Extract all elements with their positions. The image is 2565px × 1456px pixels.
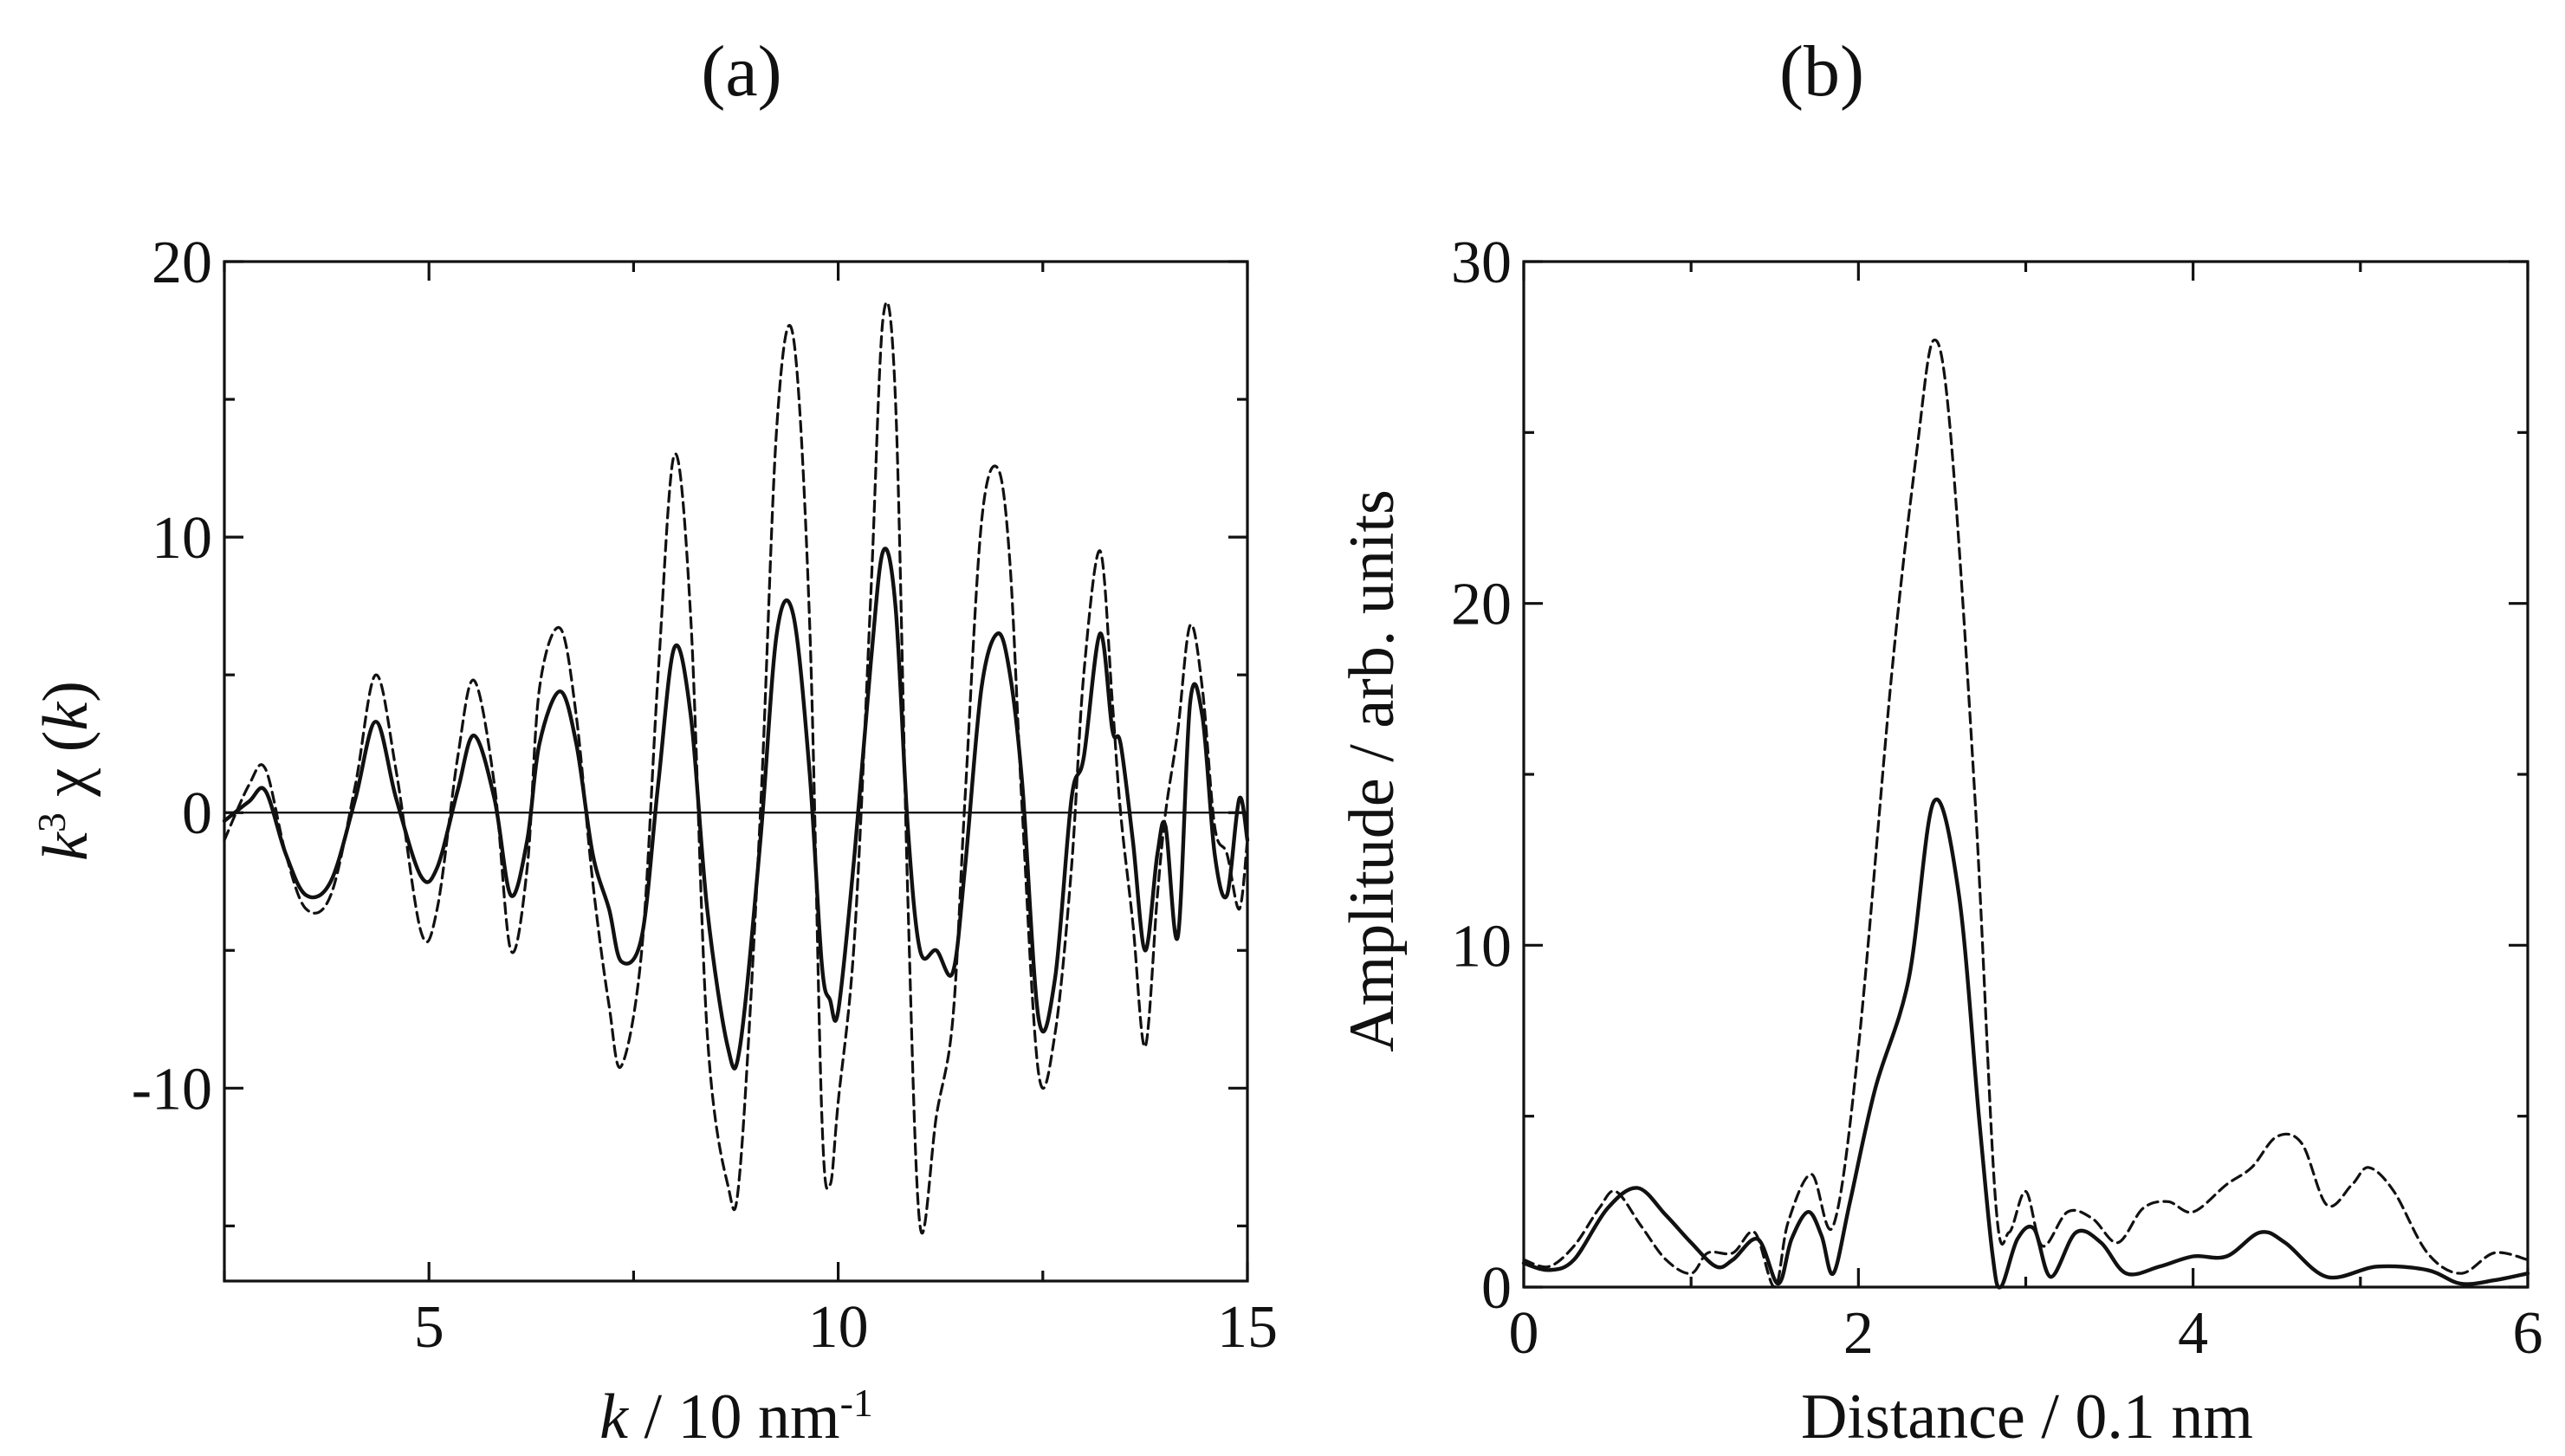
x-axis-label-a: k / 10 nm-1 [599, 1381, 873, 1453]
y-axis-label-a-k: k [30, 832, 101, 861]
series-b [1521, 338, 2530, 1290]
plot-frame-a [223, 260, 1249, 1283]
plot-frame-b [1522, 260, 2529, 1289]
y-axis-label-b: Amplitude / arb. units [1337, 489, 1408, 1052]
x-axis-label-b: Distance / 0.1 nm [1801, 1382, 2253, 1453]
y-tick-label-a: 0 [182, 780, 212, 847]
x-tick-label-a: 15 [1217, 1294, 1278, 1361]
x-tick-label-b: 2 [1843, 1300, 1874, 1367]
y-tick-label-b: 30 [1451, 230, 1512, 296]
axes-a: 5 10 15 -10 0 10 20 [132, 230, 1278, 1361]
x-axis-label-a-sup: -1 [840, 1381, 873, 1425]
series-a [222, 301, 1250, 1235]
y-axis-label-a: k3 χ (k) [29, 681, 102, 861]
y-tick-label-a: 20 [152, 230, 212, 296]
y-axis-label-a-chi: χ ( [30, 731, 101, 813]
y-tick-label-a: -10 [132, 1056, 212, 1123]
y-tick-label-b: 10 [1451, 913, 1512, 980]
x-tick-label-a: 5 [414, 1294, 444, 1361]
series-b-dashed [1522, 338, 2529, 1289]
series-b-solid [1521, 797, 2530, 1290]
panel-b: (b) 0 2 4 6 0 10 20 30 Distance / 0.1 nm Amplit… [1337, 31, 2543, 1453]
panel-b-label: (b) [1779, 31, 1864, 112]
x-axis-label-a-k: k [599, 1382, 629, 1453]
x-tick-label-a: 10 [808, 1294, 869, 1361]
y-tick-label-a: 10 [152, 505, 212, 572]
x-axis-label-a-text: / 10 nm [628, 1382, 840, 1453]
series-a-dashed [223, 301, 1249, 1235]
x-tick-label-b: 4 [2178, 1300, 2208, 1367]
panel-a-label: (a) [701, 31, 781, 112]
axes-b: 0 2 4 6 0 10 20 30 [1451, 230, 2543, 1367]
y-tick-label-b: 0 [1481, 1255, 1512, 1322]
y-axis-label-a-sup: 3 [29, 812, 74, 832]
y-axis-label-a-close: ) [30, 681, 101, 702]
y-axis-label-a-k2: k [30, 702, 101, 731]
x-tick-label-b: 0 [1509, 1300, 1539, 1367]
y-tick-label-b: 20 [1451, 572, 1512, 638]
series-a-solid [222, 547, 1250, 1071]
x-tick-label-b: 6 [2513, 1300, 2543, 1367]
